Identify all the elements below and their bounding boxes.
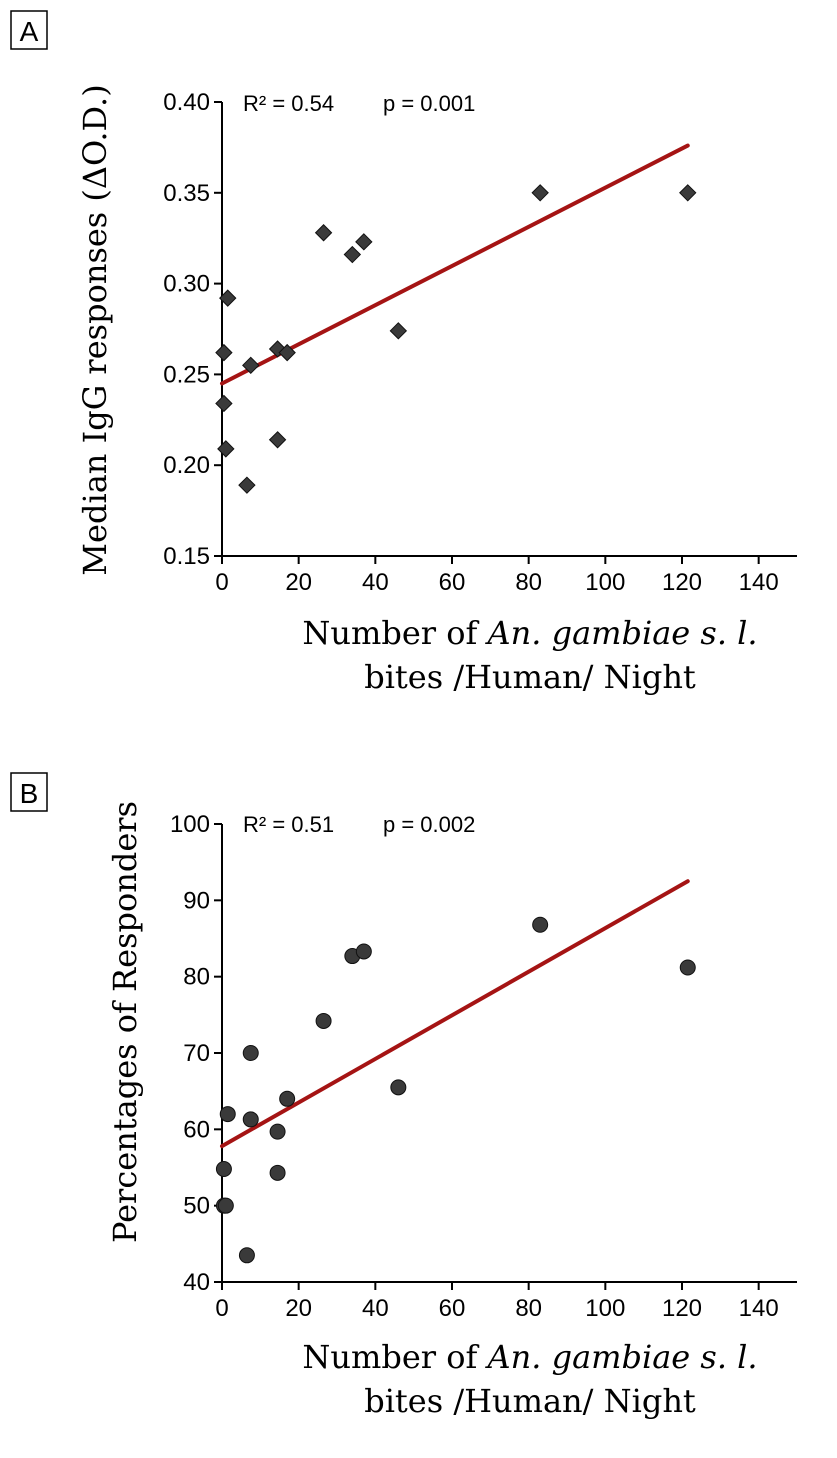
panel-b-x-tick-label: 0: [215, 1295, 228, 1322]
panel-a-plot-area: 0.15 0.20 0.25 0.30 0.35 0.40 0 20 40 60 80 100 120 1…: [163, 89, 797, 596]
panel-b-y-tick-label: 100: [170, 811, 210, 838]
panel-b-data-point: [315, 1012, 332, 1029]
panel-a-data-point: [268, 431, 287, 449]
panel-b-x-tick-label: 80: [515, 1295, 542, 1322]
panel-b-x-tick-label: 20: [285, 1295, 312, 1322]
panel-b-y-tick-label: 50: [183, 1193, 210, 1220]
panel-b-p-value: p = 0.002: [383, 812, 475, 837]
panel-b-plot-area: 40 50 60 70 80 90 100 0 20 40 60 80 100 120 140: [170, 811, 797, 1322]
panel-b-data-point: [219, 1106, 236, 1123]
panel-b-data-point: [279, 1090, 296, 1107]
panel-b-x-tick-label: 120: [662, 1295, 702, 1322]
panel-b-data-point: [679, 959, 696, 976]
panel-a-y-tick-label: 0.30: [163, 271, 210, 298]
panel-a-r2: R² = 0.54: [243, 91, 334, 116]
panel-a-label-box: [10, 10, 48, 50]
panel-b-data-point: [215, 1161, 232, 1178]
panel-a-data-point: [389, 322, 408, 340]
panel-b-x-axis-title-line2: bites /Human/ Night: [364, 1382, 696, 1420]
panel-b-data-point: [355, 943, 372, 960]
panel-a-x-tick-label: 120: [662, 569, 702, 596]
panel-b-y-tick-label: 60: [183, 1116, 210, 1143]
panel-a-data-point: [238, 476, 256, 494]
panel-b-data-point: [390, 1079, 407, 1096]
panel-b-r2: R² = 0.51: [243, 812, 334, 837]
panel-a-data-point: [343, 245, 362, 264]
panel-a-data-point: [242, 356, 260, 375]
panel-a-x-axis-title-line1: Number of An. gambiae s. l.: [302, 614, 757, 652]
panel-a-data-point: [217, 440, 235, 458]
panel-a-data-point: [355, 233, 373, 251]
panel-b-data-point: [238, 1247, 255, 1264]
panel-a-x-tick-label: 20: [285, 569, 312, 596]
panel-a-y-axis-title: Median IgG responses (ΔO.D.): [76, 84, 114, 575]
panel-b-data-point: [217, 1197, 234, 1214]
panel-b-data-point: [532, 916, 549, 933]
panel-a-y-tick-label: 0.15: [163, 543, 210, 570]
panel-b: B R² = 0.51 p = 0.002 Percentages of Res…: [10, 772, 797, 1420]
panel-a-data-point: [215, 343, 233, 362]
panel-b-y-axis-title: Percentages of Responders: [106, 801, 144, 1243]
panel-a-y-tick-label: 0.35: [163, 180, 210, 207]
panel-b-data-point: [269, 1164, 286, 1181]
panel-b-y-tick-label: 70: [183, 1040, 210, 1067]
panel-a-data-point: [531, 184, 549, 202]
panel-b-label-box: [10, 772, 48, 812]
panel-b-label: B: [20, 778, 39, 809]
panel-a-data-point: [215, 394, 233, 413]
panel-a-y-tick-label: 0.20: [163, 452, 210, 479]
panel-b-x-tick-label: 100: [585, 1295, 625, 1322]
panel-a-x-tick-label: 80: [515, 569, 542, 596]
panel-a: A R² = 0.54 p = 0.001 Median IgG respons…: [10, 10, 797, 696]
panel-b-data-point: [269, 1123, 286, 1140]
panel-b-data-point: [242, 1111, 259, 1128]
panel-b-regression-line: [220, 879, 690, 1149]
panel-b-x-tick-label: 140: [739, 1295, 779, 1322]
panel-b-y-tick-label: 40: [183, 1269, 210, 1296]
panel-a-p-value: p = 0.001: [383, 91, 475, 116]
panel-a-label: A: [20, 16, 39, 47]
panel-b-x-tick-label: 60: [439, 1295, 466, 1322]
panel-a-data-point: [679, 184, 697, 202]
panel-a-x-tick-label: 40: [362, 569, 389, 596]
panel-a-data-point: [278, 343, 296, 362]
panel-a-regression-line: [220, 143, 690, 386]
panel-a-y-tick-label: 0.40: [163, 89, 210, 116]
panel-b-x-tick-label: 40: [362, 1295, 389, 1322]
panel-b-y-tick-label: 90: [183, 887, 210, 914]
panel-a-x-tick-label: 140: [739, 569, 779, 596]
panel-b-data-point: [242, 1045, 259, 1061]
panel-a-data-point: [314, 224, 333, 242]
panel-a-y-tick-label: 0.25: [163, 361, 210, 388]
panel-a-x-axis-title-line2: bites /Human/ Night: [364, 658, 696, 696]
panel-b-y-tick-label: 80: [183, 964, 210, 991]
panel-a-x-tick-label: 0: [215, 569, 228, 596]
panel-a-x-tick-label: 100: [585, 569, 625, 596]
panel-b-x-axis-title-line1: Number of An. gambiae s. l.: [302, 1338, 757, 1376]
panel-a-data-point: [219, 289, 237, 307]
panel-a-x-tick-label: 60: [439, 569, 466, 596]
